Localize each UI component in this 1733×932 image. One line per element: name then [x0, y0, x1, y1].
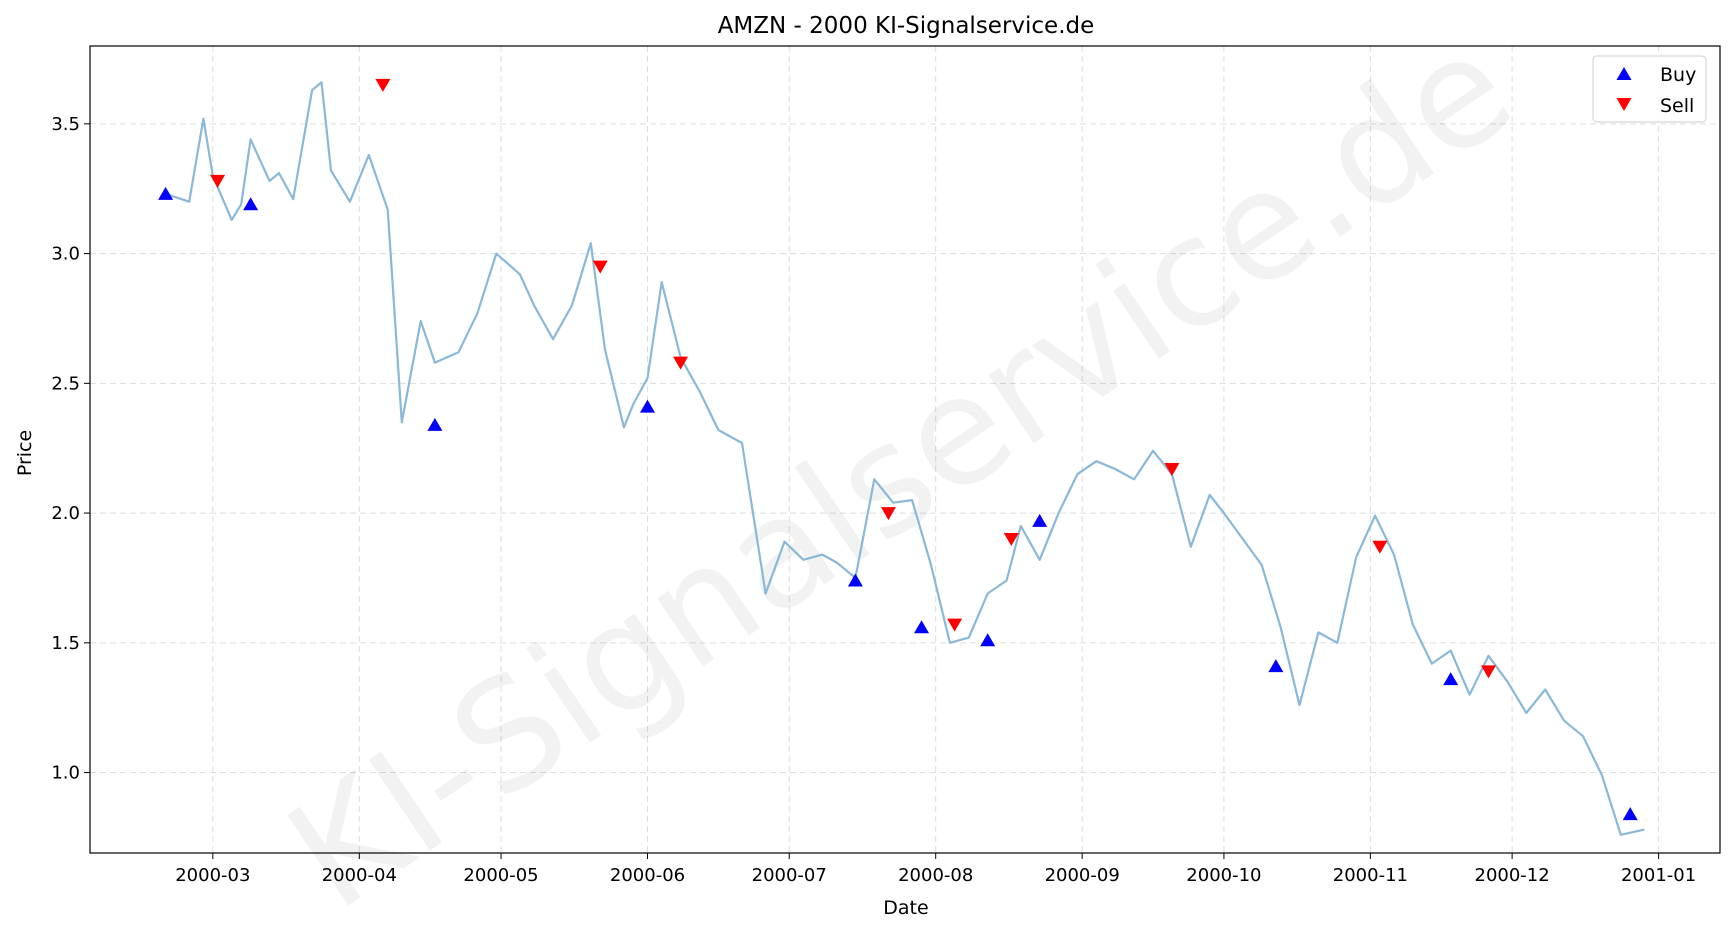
sell-marker [1164, 462, 1180, 476]
series-layer [158, 78, 1645, 836]
x-tick-label: 2000-08 [898, 865, 973, 886]
y-tick-label: 3.5 [51, 114, 80, 135]
x-axis: 2000-03 2000-04 2000-05 2000-06 2000-07 2000-… [175, 853, 1696, 886]
x-tick-label: 2000-10 [1186, 865, 1261, 886]
x-tick-label: 2000-05 [463, 865, 538, 886]
y-tick-label: 1.5 [51, 633, 80, 654]
legend-sell-marker [1616, 98, 1632, 111]
x-axis-title: Date [883, 897, 928, 919]
x-tick-label: 2000-06 [610, 865, 685, 886]
sell-marker [1480, 665, 1496, 679]
x-tick-label: 2000-03 [175, 865, 250, 886]
sell-marker [947, 618, 963, 632]
grid [90, 46, 1720, 853]
x-tick-label: 2000-11 [1333, 865, 1408, 886]
x-tick-label: 2000-09 [1045, 865, 1120, 886]
sell-marker [210, 174, 226, 188]
buy-marker [1443, 672, 1459, 686]
legend: Buy Sell [1592, 55, 1707, 123]
sell-marker [1372, 540, 1388, 554]
y-axis-title: Price [14, 430, 36, 476]
buy-marker [427, 417, 443, 431]
y-axis: 1.0 1.5 2.0 2.5 3.0 3.5 [51, 114, 90, 784]
buy-marker [158, 186, 174, 200]
y-tick-label: 3.0 [51, 244, 80, 265]
buy-marker [1268, 659, 1284, 673]
sell-marker [375, 78, 391, 92]
sell-marker [592, 260, 608, 274]
x-tick-label: 2000-12 [1475, 865, 1550, 886]
legend-buy-label: Buy [1660, 64, 1696, 86]
x-tick-label: 2001-01 [1621, 865, 1696, 886]
y-tick-label: 2.0 [51, 503, 80, 524]
sell-marker [1003, 533, 1019, 547]
buy-marker [640, 399, 656, 413]
y-tick-label: 1.0 [51, 763, 80, 784]
legend-buy-marker [1616, 67, 1632, 80]
price-line [165, 81, 1645, 836]
legend-sell-label: Sell [1660, 95, 1694, 117]
buy-marker [243, 197, 259, 211]
buy-marker [1032, 513, 1048, 527]
x-tick-label: 2000-07 [752, 865, 827, 886]
buy-marker [980, 633, 996, 647]
chart-title: AMZN - 2000 KI-Signalservice.de [718, 13, 1095, 39]
y-tick-label: 2.5 [51, 373, 80, 394]
x-tick-label: 2000-04 [322, 865, 397, 886]
sell-marker [673, 356, 689, 370]
buy-marker [914, 620, 930, 634]
buy-marker [847, 573, 863, 587]
buy-marker [1622, 807, 1638, 821]
sell-marker [880, 507, 896, 521]
plot-frame [89, 45, 1721, 854]
